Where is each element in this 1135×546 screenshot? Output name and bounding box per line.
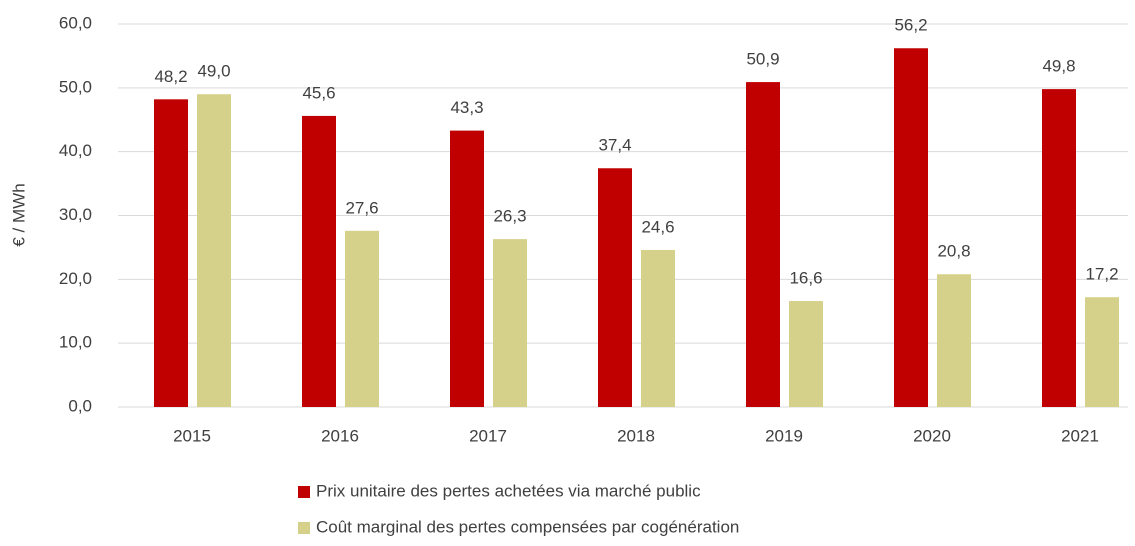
bar bbox=[1085, 297, 1119, 407]
data-label: 56,2 bbox=[894, 16, 927, 35]
data-label: 26,3 bbox=[493, 207, 526, 226]
bar bbox=[937, 274, 971, 407]
y-tick-label: 0,0 bbox=[68, 396, 92, 415]
x-tick-label: 2021 bbox=[1061, 426, 1099, 445]
y-axis-title: € / MWh bbox=[9, 183, 28, 246]
bar bbox=[450, 130, 484, 407]
y-tick-label: 10,0 bbox=[59, 333, 92, 352]
bar bbox=[789, 301, 823, 407]
data-label: 37,4 bbox=[598, 136, 631, 155]
data-label: 16,6 bbox=[789, 269, 822, 288]
y-tick-label: 60,0 bbox=[59, 13, 92, 32]
bar bbox=[345, 230, 379, 407]
y-tick-label: 40,0 bbox=[59, 141, 92, 160]
data-label: 50,9 bbox=[746, 50, 779, 69]
x-tick-label: 2020 bbox=[913, 426, 951, 445]
bar bbox=[1042, 89, 1076, 408]
bar bbox=[894, 48, 928, 408]
data-label: 43,3 bbox=[450, 98, 483, 117]
legend-swatch bbox=[298, 522, 310, 534]
data-label: 48,2 bbox=[154, 67, 187, 86]
bar bbox=[197, 94, 231, 407]
bar bbox=[598, 168, 632, 407]
data-label: 17,2 bbox=[1085, 265, 1118, 284]
y-tick-label: 30,0 bbox=[59, 205, 92, 224]
x-tick-label: 2018 bbox=[617, 426, 655, 445]
bar bbox=[493, 239, 527, 407]
x-tick-label: 2015 bbox=[173, 426, 211, 445]
x-tick-label: 2016 bbox=[321, 426, 359, 445]
data-label: 49,0 bbox=[197, 62, 230, 81]
y-tick-label: 20,0 bbox=[59, 269, 92, 288]
legend-label: Coût marginal des pertes compensées par … bbox=[316, 517, 739, 536]
data-label: 27,6 bbox=[345, 198, 378, 217]
x-tick-label: 2017 bbox=[469, 426, 507, 445]
data-label: 49,8 bbox=[1042, 57, 1075, 76]
bar bbox=[641, 249, 675, 407]
data-label: 45,6 bbox=[302, 83, 335, 102]
y-tick-label: 50,0 bbox=[59, 77, 92, 96]
legend-swatch bbox=[298, 486, 310, 498]
x-tick-label: 2019 bbox=[765, 426, 803, 445]
legend-label: Prix unitaire des pertes achetées via ma… bbox=[316, 481, 701, 500]
bar bbox=[154, 99, 188, 407]
bar bbox=[302, 115, 336, 408]
bar bbox=[746, 82, 780, 408]
data-label: 24,6 bbox=[641, 217, 674, 236]
data-label: 20,8 bbox=[937, 242, 970, 261]
